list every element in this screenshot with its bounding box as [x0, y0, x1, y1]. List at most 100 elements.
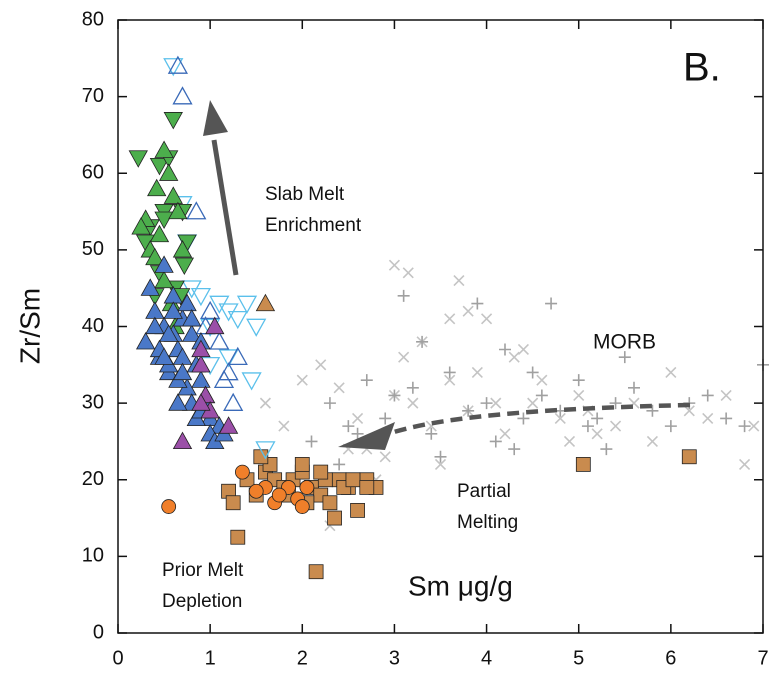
point [434, 450, 447, 463]
point [135, 332, 156, 350]
point [191, 393, 211, 411]
point [444, 374, 456, 386]
point [489, 435, 502, 448]
point [517, 343, 529, 356]
point [234, 464, 250, 480]
point [296, 374, 308, 386]
point [218, 416, 239, 434]
point [191, 370, 211, 388]
point [158, 324, 179, 342]
point [591, 428, 603, 440]
annotation-line: Melting [457, 512, 518, 533]
point [294, 499, 310, 514]
point [462, 404, 475, 417]
point [471, 297, 484, 310]
point [739, 458, 751, 470]
point [575, 457, 591, 472]
point [218, 349, 239, 368]
point [471, 366, 483, 379]
point [563, 435, 576, 448]
point [213, 369, 235, 388]
annotation-line: Partial [457, 481, 511, 502]
point [572, 374, 585, 387]
x-tick-label: 6 [665, 647, 676, 669]
point [499, 428, 511, 440]
point [434, 458, 447, 470]
point [701, 389, 714, 402]
point [182, 309, 202, 327]
point [664, 420, 677, 433]
point [323, 397, 336, 410]
y-tick-label: 40 [82, 315, 104, 337]
point [591, 412, 604, 425]
point [351, 427, 364, 440]
point [154, 347, 174, 365]
point [536, 374, 548, 386]
point [172, 431, 193, 450]
point [278, 420, 290, 432]
point [163, 186, 183, 204]
point [163, 112, 183, 130]
point [299, 480, 315, 495]
point [398, 351, 410, 363]
point [646, 404, 659, 417]
point [158, 163, 179, 181]
point [397, 289, 410, 302]
point [573, 389, 585, 402]
y-tick-label: 50 [82, 238, 104, 260]
annotation: MORB [593, 331, 656, 354]
point [200, 300, 221, 320]
y-tick-label: 70 [82, 85, 104, 107]
point [145, 316, 165, 335]
point [545, 297, 558, 310]
point [223, 392, 244, 411]
annotation-line: Depletion [162, 591, 242, 612]
x-axis-label: Sm μg/g [408, 570, 513, 601]
point [205, 316, 225, 335]
point [305, 435, 318, 448]
point [174, 257, 195, 276]
point [225, 495, 241, 511]
point [609, 397, 622, 410]
points [128, 55, 769, 580]
point [333, 382, 345, 394]
point [453, 274, 465, 287]
x-tick-label: 0 [112, 647, 123, 669]
point [379, 412, 392, 425]
y-tick-label: 60 [82, 162, 104, 184]
point [191, 339, 211, 358]
point [425, 427, 438, 440]
point [350, 502, 365, 518]
point [508, 443, 521, 456]
point [177, 293, 197, 312]
point [140, 278, 160, 296]
point [315, 359, 327, 371]
point [255, 293, 276, 312]
point [230, 529, 246, 545]
annotation: Prior Melt Depletion [162, 560, 244, 612]
arrow-head [203, 100, 228, 136]
x-tick-label: 4 [481, 647, 492, 669]
point [168, 393, 188, 411]
point [517, 412, 530, 425]
point [163, 58, 184, 77]
point [359, 480, 375, 495]
point [128, 150, 148, 168]
point [145, 247, 165, 266]
dashed-arrow [384, 402, 691, 438]
point [154, 255, 174, 273]
point [738, 420, 751, 433]
point [628, 381, 640, 394]
point [360, 374, 373, 387]
point [646, 435, 658, 448]
annotation-line: Enrichment [265, 215, 362, 236]
point [168, 201, 188, 220]
point [481, 313, 493, 325]
point [227, 346, 248, 365]
point [327, 510, 342, 526]
x-tick-label: 1 [205, 647, 216, 669]
y-tick-label: 30 [82, 391, 104, 413]
x-tick-label: 5 [573, 647, 584, 669]
point [313, 464, 329, 480]
point [720, 389, 732, 402]
